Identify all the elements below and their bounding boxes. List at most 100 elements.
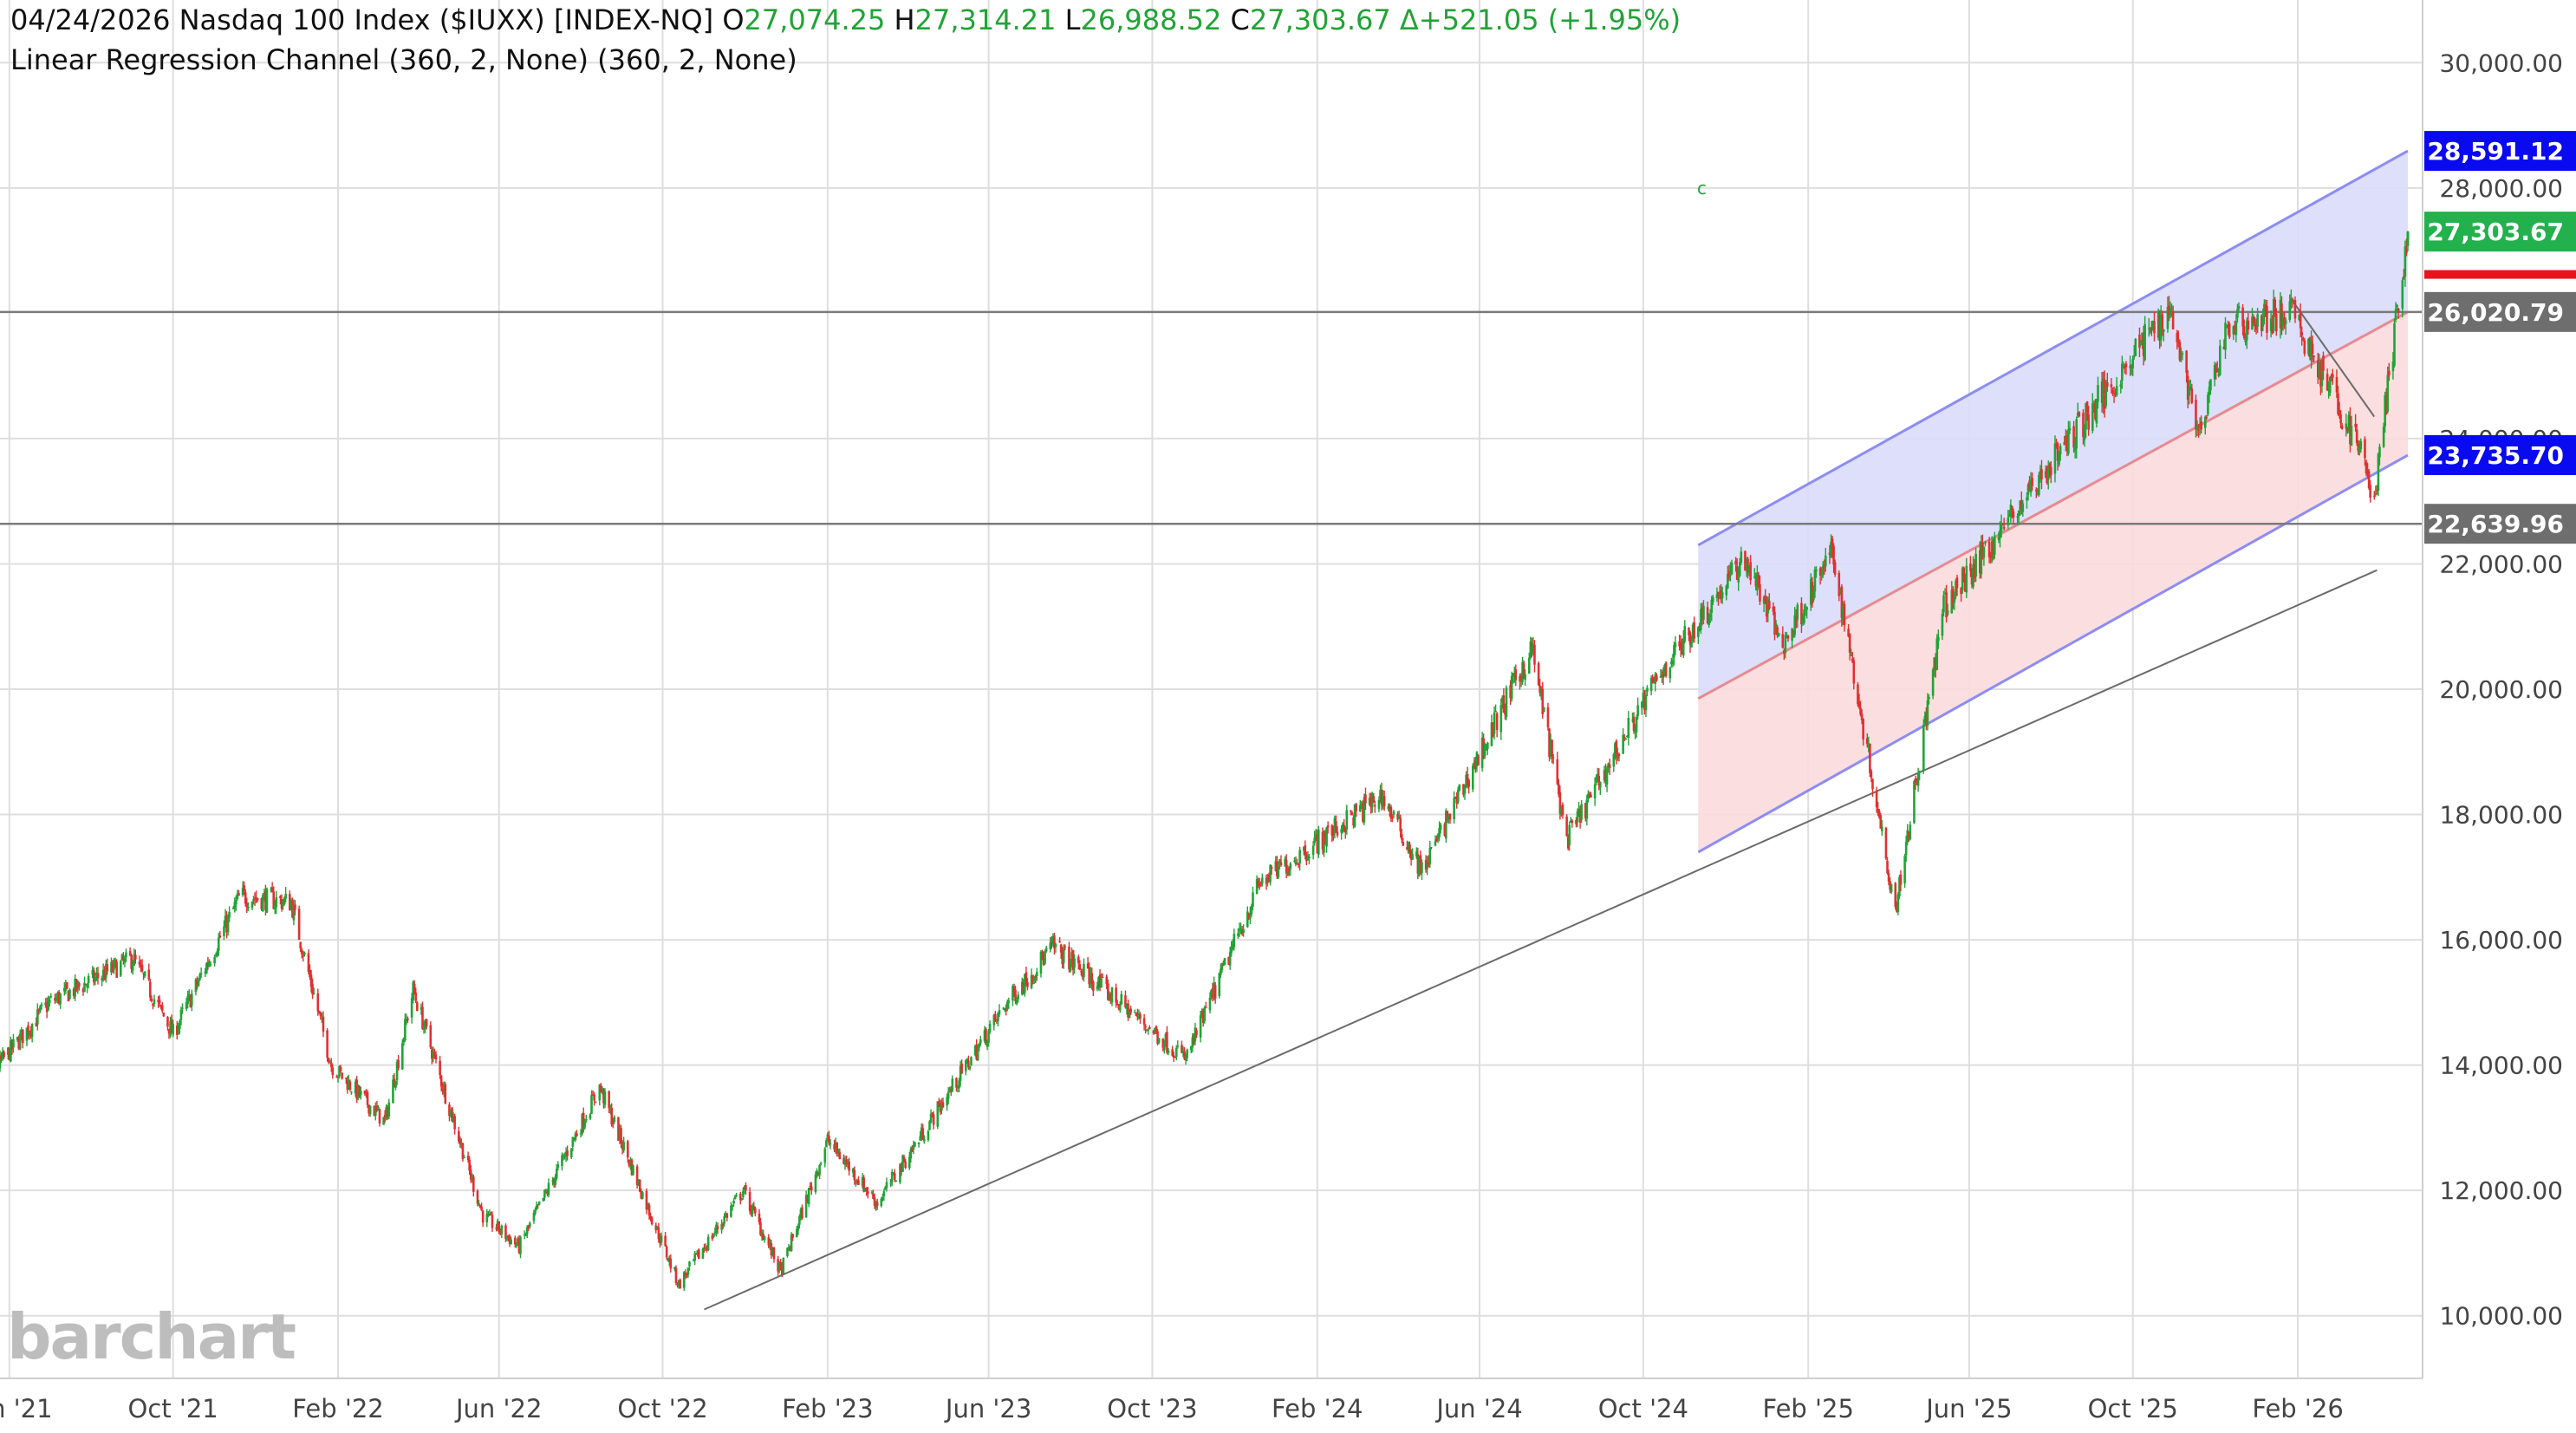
candle-body: [299, 941, 302, 949]
candle-body: [1062, 948, 1065, 964]
candle-body: [1210, 990, 1213, 997]
candle-body: [2149, 329, 2152, 332]
candle-body: [140, 965, 142, 967]
candle-body: [1865, 738, 1869, 745]
candle-body: [583, 1122, 587, 1128]
candle-body: [378, 1109, 381, 1124]
candle-body: [57, 992, 61, 1004]
candle-body: [676, 1283, 679, 1286]
candle-body: [713, 1231, 717, 1234]
candle-body: [941, 1102, 945, 1108]
candle-body: [1039, 952, 1043, 974]
candle-body: [1539, 692, 1543, 694]
candle-body: [1174, 1057, 1177, 1058]
candle-body: [410, 998, 413, 1018]
candle-body: [677, 1280, 680, 1286]
candle-body: [1372, 796, 1376, 803]
candle-body: [2355, 429, 2358, 443]
candle-body: [1669, 667, 1672, 679]
candle-body: [1156, 1031, 1159, 1045]
candle-body: [469, 1169, 472, 1180]
candle-body: [1276, 861, 1278, 876]
candle-body: [1222, 963, 1225, 967]
candle-body: [2038, 474, 2040, 495]
candle-body: [851, 1169, 855, 1173]
candle-body: [1759, 584, 1761, 602]
candle-body: [1142, 1018, 1146, 1025]
candle-body: [1364, 794, 1367, 804]
x-tick-label: Oct '22: [617, 1394, 707, 1423]
candle-body: [209, 964, 212, 966]
candle-body: [1308, 857, 1311, 859]
candle-body: [819, 1163, 823, 1164]
candle-body: [2396, 305, 2398, 308]
candle-body: [1270, 867, 1273, 869]
candle-body: [1654, 674, 1657, 684]
candle-body: [2247, 320, 2250, 330]
candle-body: [1678, 641, 1681, 647]
candle-body: [422, 1026, 426, 1030]
candle-body: [684, 1273, 687, 1276]
candle-body: [2313, 355, 2315, 358]
candle-body: [1012, 986, 1014, 1001]
candle-body: [1313, 837, 1316, 844]
candle-body: [1418, 856, 1421, 876]
candle-body: [1231, 945, 1234, 949]
candle-body: [2112, 393, 2116, 394]
candle-body: [1499, 705, 1503, 733]
candle-body: [2094, 402, 2097, 420]
candle-body: [1240, 931, 1244, 935]
candle-body: [1311, 845, 1315, 856]
candle-body: [2131, 359, 2135, 368]
candle-body: [1305, 855, 1308, 862]
candle-body: [1402, 842, 1405, 846]
candle-body: [250, 902, 254, 909]
candle-body: [2307, 338, 2310, 355]
candle-body: [2168, 305, 2170, 315]
candle-body: [1306, 855, 1310, 861]
candle-body: [236, 893, 239, 900]
candle-body: [292, 905, 296, 921]
candle-body: [1541, 688, 1545, 715]
candle-body: [1445, 811, 1447, 839]
candle-body: [889, 1182, 892, 1184]
candle-body: [1181, 1045, 1183, 1053]
candle-body: [2019, 500, 2022, 511]
candle-body: [405, 1019, 408, 1022]
candle-body: [608, 1109, 612, 1111]
candle-body: [790, 1234, 793, 1252]
candle-body: [919, 1136, 921, 1141]
candle-body: [1409, 850, 1413, 860]
candle-body: [1071, 949, 1075, 970]
candle-body: [1051, 936, 1055, 943]
candle-body: [2208, 387, 2211, 395]
candle-body: [1161, 1039, 1165, 1048]
candle-body: [1490, 722, 1493, 746]
candle-body: [96, 973, 100, 979]
candle-body: [2339, 414, 2342, 424]
candle-body: [1818, 568, 1822, 576]
candle-body: [1427, 861, 1430, 865]
price-tag-box: [2424, 212, 2576, 252]
candle-body: [1157, 1038, 1161, 1043]
candle-body: [106, 964, 109, 972]
candle-body: [2188, 388, 2191, 396]
candle-body: [1549, 740, 1552, 756]
price-tag-label: 27,303.67: [2427, 218, 2564, 246]
candle-body: [1330, 825, 1334, 836]
candle-body: [892, 1173, 895, 1175]
candle-body: [120, 954, 124, 961]
candle-body: [1475, 752, 1479, 767]
candle-body: [1867, 744, 1870, 747]
candle-body: [214, 954, 218, 956]
candle-body: [1129, 1008, 1132, 1013]
candle-body: [1721, 592, 1724, 598]
candle-body: [1708, 615, 1712, 617]
candle-body: [2156, 312, 2160, 338]
candle-body: [1003, 1008, 1006, 1010]
candle-body: [582, 1112, 585, 1128]
candle-body: [923, 1138, 926, 1142]
candle-body: [1411, 853, 1414, 860]
candle-body: [1877, 811, 1881, 817]
